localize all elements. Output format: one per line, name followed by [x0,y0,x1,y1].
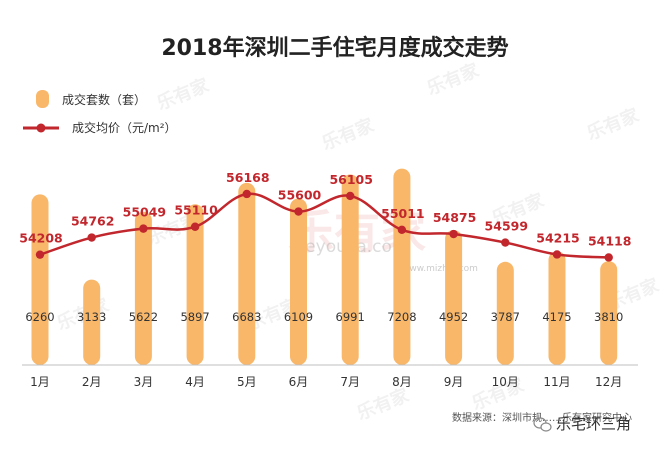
price-value-label: 54118 [588,233,632,248]
bar [134,211,152,365]
price-value-label: 54208 [19,231,63,246]
watermark-small: 乐有家 [319,114,378,155]
price-value-label: 55049 [123,205,167,220]
price-value-label: 55110 [174,203,218,218]
bar-value-label: 4175 [542,310,571,324]
bar [548,251,566,365]
legend: 成交套数（套） 成交均价（元/m²） [23,90,177,135]
x-tick-label: 12月 [595,375,622,389]
wechat-icon [533,417,552,432]
watermark-small: 乐有家 [354,384,413,425]
legend-line-marker [36,123,46,133]
x-tick-label: 6月 [289,375,309,389]
bar [238,182,256,365]
price-point [294,207,303,216]
bar-value-label: 5622 [129,310,158,324]
bar [341,174,359,365]
price-point [604,253,613,262]
price-value-label: 55011 [381,206,425,221]
account-badge: 乐宅环三角 [533,415,631,433]
price-point [449,229,458,239]
price-point [501,238,510,247]
bar-value-label: 5897 [180,310,209,324]
x-axis: 1月 2月 3月 4月 5月 6月 7月 8月 9月 10月 11月 12月 [22,364,638,389]
watermark-small: 乐有家 [154,74,213,115]
price-point [397,225,407,235]
price-value-label: 54215 [536,230,580,245]
x-tick-label: 3月 [134,375,154,389]
legend-item-line: 成交均价（元/m²） [23,120,177,135]
bar-value-label: 6683 [232,310,261,324]
bar [600,261,618,365]
price-value-label: 54762 [71,214,115,229]
watermark-site: www.mizhai.com [402,264,478,274]
bar-value-label: 7208 [387,310,416,324]
x-tick-label: 8月 [392,375,412,389]
price-point [346,191,355,201]
source-note: 数据来源：深圳市规……乐有家研究中心 [452,411,632,424]
price-value-label: 55600 [278,188,322,203]
x-tick-label: 10月 [492,375,519,389]
price-point [139,224,148,233]
bar [496,261,514,365]
x-tick-label: 2月 [82,375,102,389]
line-layer: 54208 54762 55049 55110 56168 55600 56105 55011… [19,170,631,262]
bar-value-label: 3133 [77,310,106,324]
bar-value-label: 6260 [25,310,54,324]
x-tick-label: 1月 [30,375,50,389]
watermark-small: 乐有家 [424,59,483,100]
price-value-label: 54599 [485,219,529,234]
x-tick-label: 11月 [543,375,570,389]
bar-value-label: 3810 [594,310,623,324]
price-point [552,250,562,259]
bar-value-label: 6109 [284,310,313,324]
bar [290,198,307,365]
account-name: 乐宅环三角 [556,415,631,433]
chart-title: 2018年深圳二手住宅月度成交走势 [161,35,508,61]
x-tick-label: 9月 [444,375,464,389]
price-value-label: 56105 [329,172,373,187]
bar [393,168,411,365]
bar [31,194,49,365]
x-tick-label: 7月 [340,375,360,389]
legend-line-label: 成交均价（元/m²） [72,120,177,135]
bar-value-label: 6991 [336,310,365,324]
price-value-label: 54875 [433,210,477,225]
bar-value-label: 4952 [439,310,468,324]
x-tick-label: 5月 [237,375,257,389]
watermark-small: 乐有家 [584,104,643,145]
bar-value-label: 3787 [491,310,520,324]
price-point [242,189,251,199]
bar [186,204,204,365]
bars-layer: 6260 3133 5622 5897 6683 6109 6991 7208 4952 3787… [25,168,623,365]
price-point [35,250,45,259]
price-point [87,233,96,242]
price-value-label: 56168 [226,170,270,185]
legend-bar-swatch [36,90,49,108]
legend-item-bars: 成交套数（套） [36,90,146,108]
x-tick-label: 4月 [185,375,205,389]
price-point [190,222,200,231]
legend-bar-label: 成交套数（套） [62,92,146,107]
bar [445,230,463,365]
bar [83,279,101,365]
